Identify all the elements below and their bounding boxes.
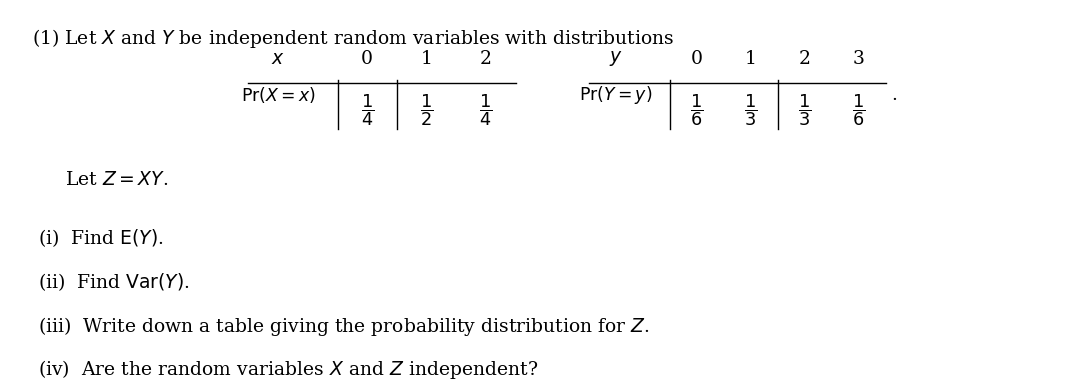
Text: $x$: $x$ (271, 50, 285, 68)
Text: $\dfrac{1}{4}$: $\dfrac{1}{4}$ (480, 92, 492, 128)
Text: $\dfrac{1}{3}$: $\dfrac{1}{3}$ (798, 92, 811, 128)
Text: (i)  Find $\mathrm{E}(Y)$.: (i) Find $\mathrm{E}(Y)$. (38, 228, 163, 249)
Text: $\dfrac{1}{3}$: $\dfrac{1}{3}$ (744, 92, 757, 128)
Text: $\dfrac{1}{6}$: $\dfrac{1}{6}$ (852, 92, 865, 128)
Text: $\dfrac{1}{6}$: $\dfrac{1}{6}$ (690, 92, 703, 128)
Text: 2: 2 (480, 50, 492, 68)
Text: Let $Z = XY$.: Let $Z = XY$. (65, 171, 168, 189)
Text: (ii)  Find $\mathrm{Var}(Y)$.: (ii) Find $\mathrm{Var}(Y)$. (38, 271, 190, 293)
Text: 3: 3 (853, 50, 864, 68)
Text: 2: 2 (798, 50, 811, 68)
Text: (iii)  Write down a table giving the probability distribution for $Z$.: (iii) Write down a table giving the prob… (38, 315, 649, 338)
Text: 1: 1 (745, 50, 756, 68)
Text: $\mathrm{Pr}(X = x)$: $\mathrm{Pr}(X = x)$ (241, 85, 315, 105)
Text: 0: 0 (361, 50, 374, 68)
Text: 1: 1 (421, 50, 432, 68)
Text: 0: 0 (690, 50, 703, 68)
Text: (1) Let $X$ and $Y$ be independent random variables with distributions: (1) Let $X$ and $Y$ be independent rando… (32, 27, 675, 49)
Text: .: . (891, 86, 896, 104)
Text: $\mathrm{Pr}(Y = y)$: $\mathrm{Pr}(Y = y)$ (579, 84, 652, 106)
Text: (iv)  Are the random variables $X$ and $Z$ independent?: (iv) Are the random variables $X$ and $Z… (38, 359, 538, 381)
Text: $\dfrac{1}{4}$: $\dfrac{1}{4}$ (361, 92, 374, 128)
Text: $y$: $y$ (609, 49, 622, 68)
Text: $\dfrac{1}{2}$: $\dfrac{1}{2}$ (420, 92, 433, 128)
